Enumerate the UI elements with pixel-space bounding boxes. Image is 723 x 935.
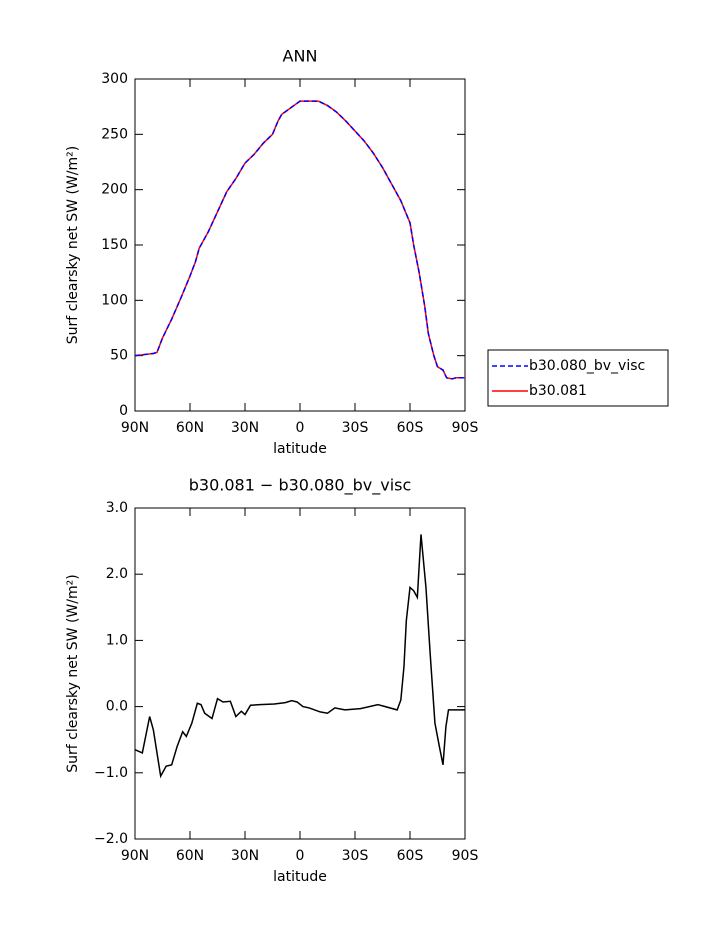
x-tick-label: 60S — [397, 848, 424, 864]
series-line — [134, 534, 465, 779]
x-tick-label: 0 — [296, 420, 305, 436]
y-axis-label: Surf clearsky net SW (W/m²) — [65, 574, 81, 772]
x-tick-label: 90S — [452, 420, 479, 436]
chart-title: ANN — [283, 47, 318, 66]
plot-frame — [134, 78, 466, 412]
y-tick-label: 300 — [101, 71, 128, 87]
series-line — [134, 100, 465, 380]
plot-frame — [134, 507, 466, 840]
legend-label: b30.081 — [529, 383, 587, 399]
x-tick-label: 60S — [397, 420, 424, 436]
chart-title: b30.081 − b30.080_bv_visc — [189, 476, 412, 496]
x-tick-label: 90N — [121, 848, 149, 864]
legend-box — [487, 349, 669, 407]
y-axis-label: Surf clearsky net SW (W/m²) — [65, 146, 81, 344]
x-tick-label: 90N — [121, 420, 149, 436]
y-tick-label: 200 — [101, 182, 128, 198]
y-tick-label: 0 — [119, 403, 128, 419]
x-tick-label: 90S — [452, 848, 479, 864]
x-tick-label: 60N — [176, 420, 204, 436]
x-tick-label: 30S — [342, 848, 369, 864]
y-tick-label: 2.0 — [106, 566, 128, 582]
y-tick-label: 1.0 — [106, 632, 128, 648]
series-line — [134, 100, 465, 380]
legend-label: b30.080_bv_visc — [529, 358, 645, 374]
y-tick-label: 0.0 — [106, 699, 128, 715]
y-tick-label: −2.0 — [94, 831, 128, 847]
x-tick-label: 30N — [231, 848, 259, 864]
x-tick-label: 30N — [231, 420, 259, 436]
x-tick-label: 60N — [176, 848, 204, 864]
x-axis-label: latitude — [273, 441, 327, 457]
y-tick-label: 250 — [101, 126, 128, 142]
x-tick-label: 30S — [342, 420, 369, 436]
y-tick-label: 3.0 — [106, 500, 128, 516]
y-tick-label: 50 — [110, 348, 128, 364]
y-tick-label: 100 — [101, 292, 128, 308]
x-axis-label: latitude — [273, 869, 327, 885]
y-tick-label: 150 — [101, 237, 128, 253]
x-tick-label: 0 — [296, 848, 305, 864]
y-tick-label: −1.0 — [94, 765, 128, 781]
